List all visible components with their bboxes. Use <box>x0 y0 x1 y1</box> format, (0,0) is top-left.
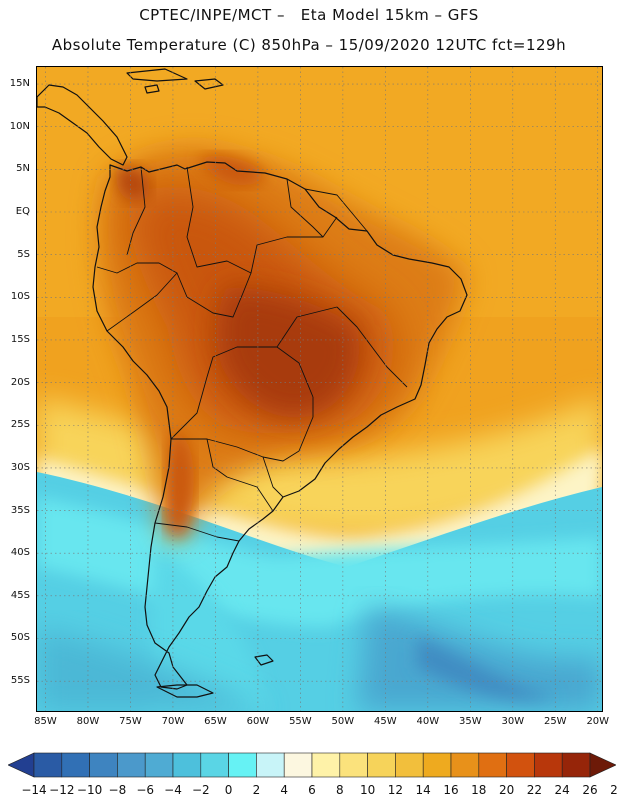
lon-label: 60W <box>246 716 270 727</box>
colorbar-swatch <box>311 752 341 778</box>
lat-label: 10N <box>9 120 30 132</box>
lat-label: 5S <box>17 248 30 260</box>
map-title-line1: CPTEC/INPE/MCT – Eta Model 15km – GFS <box>139 6 479 24</box>
lon-label: 20W <box>586 716 610 727</box>
lat-label: 15S <box>10 333 30 345</box>
colorbar-tick-label: −10 <box>76 783 103 797</box>
colorbar-tick-label: 28 <box>610 783 618 797</box>
colorbar-tick-label: −6 <box>136 783 155 797</box>
lon-label: 25W <box>543 716 567 727</box>
colorbar-tick-label: 16 <box>443 783 459 797</box>
temperature-field <box>37 67 602 711</box>
lon-label: 50W <box>331 716 355 727</box>
colorbar-tick-label: 8 <box>335 783 344 797</box>
colorbar-tick-label: −14 <box>21 783 47 797</box>
colorbar-swatch <box>506 752 535 778</box>
colorbar-swatch <box>61 752 90 778</box>
colorbar-swatch <box>117 752 146 778</box>
colorbar-swatch <box>395 752 424 778</box>
lat-label: 25S <box>10 419 30 431</box>
lat-label: 55S <box>10 675 30 687</box>
lon-label: 45W <box>374 716 397 727</box>
lon-label: 85W <box>34 716 57 727</box>
colorbar-tick-label: 24 <box>554 783 570 797</box>
colorbar-swatch <box>283 752 313 778</box>
colorbar-swatch <box>172 752 202 778</box>
colorbar-swatch <box>450 752 480 778</box>
map-title-line2: Absolute Temperature (C) 850hPa – 15/09/… <box>51 36 567 54</box>
lon-label: 70W <box>161 716 185 727</box>
colorbar-swatch <box>339 752 368 778</box>
colorbar-tick-label: 10 <box>359 783 376 797</box>
colorbar-tick-label: 0 <box>224 783 233 797</box>
lon-label: 40W <box>416 716 440 727</box>
temperature-map <box>36 66 603 712</box>
lat-label: 5N <box>16 163 30 175</box>
colorbar-swatch <box>367 752 396 778</box>
lon-label: 80W <box>76 716 100 727</box>
lat-label: 15N <box>9 78 30 90</box>
lon-label: 55W <box>289 716 312 727</box>
colorbar-tick-label: 14 <box>415 783 431 797</box>
colorbar-tick-label: −4 <box>164 783 182 797</box>
temperature-colorbar <box>8 752 616 778</box>
coastlines <box>37 68 468 698</box>
colorbar-min-arrow <box>8 752 35 778</box>
colorbar-swatch <box>534 752 563 778</box>
colorbar-max-arrow <box>589 752 616 778</box>
colorbar-tick-label: 26 <box>582 783 598 797</box>
colorbar-swatch <box>89 752 118 778</box>
lon-label: 30W <box>501 716 525 727</box>
colorbar-tick-label: −2 <box>191 783 210 797</box>
colorbar-tick-label: 2 <box>252 783 261 797</box>
colorbar-swatch <box>478 752 507 778</box>
colorbar-swatch <box>33 752 63 778</box>
colorbar-tick-label: 12 <box>387 783 404 797</box>
colorbar-tick-label: −12 <box>49 783 75 797</box>
lon-label: 75W <box>119 716 142 727</box>
colorbar-swatch <box>228 752 257 778</box>
colorbar-tick-label: 20 <box>498 783 515 797</box>
lat-label: 35S <box>10 504 30 516</box>
colorbar-tick-label: −8 <box>108 783 127 797</box>
colorbar-swatch <box>561 752 591 778</box>
temperature-map-svg <box>37 67 602 711</box>
colorbar-swatch <box>200 752 229 778</box>
lat-label: 45S <box>10 589 30 601</box>
lat-label: 30S <box>10 461 30 473</box>
lat-lon-gridlines <box>37 67 602 711</box>
colorbar-swatch <box>144 752 174 778</box>
lat-label: 40S <box>10 547 30 559</box>
colorbar-tick-label: 18 <box>471 783 487 797</box>
colorbar-swatch <box>422 752 452 778</box>
colorbar-tick-label: 6 <box>308 783 316 797</box>
colorbar-swatch <box>256 752 285 778</box>
lat-label: 50S <box>10 632 30 644</box>
lat-label: EQ <box>15 206 30 217</box>
colorbar-tick-label: 22 <box>526 783 543 797</box>
lon-label: 65W <box>204 716 227 727</box>
colorbar-tick-label: 4 <box>280 783 289 797</box>
country-borders <box>96 166 408 542</box>
lon-label: 35W <box>458 716 482 727</box>
lat-label: 20S <box>10 376 30 388</box>
lat-label: 10S <box>10 291 30 303</box>
